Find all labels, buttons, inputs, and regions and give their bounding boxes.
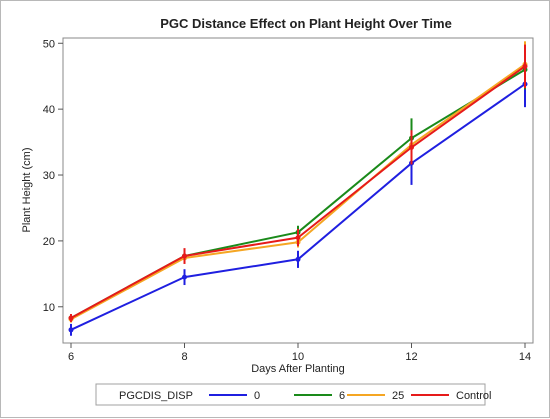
x-tick-label: 14 (519, 351, 531, 363)
series-0 (68, 61, 528, 336)
legend-label-0: 0 (254, 390, 260, 402)
series-6 (68, 49, 528, 322)
x-tick-label: 12 (405, 351, 417, 363)
y-axis-label: Plant Height (cm) (21, 148, 33, 233)
chart-title: PGC Distance Effect on Plant Height Over… (160, 16, 452, 31)
y-tick-label: 50 (43, 38, 55, 50)
x-tick-label: 10 (292, 351, 304, 363)
series-line-control (70, 65, 526, 319)
x-axis-ticks: 6 8 10 12 14 (68, 343, 531, 363)
series-control (68, 44, 528, 322)
data-point-0 (295, 256, 301, 262)
legend-label-25: 25 (392, 390, 404, 402)
y-axis-ticks: 10 20 30 40 50 (43, 38, 63, 314)
y-tick-label: 40 (43, 104, 55, 116)
legend-label-6: 6 (339, 390, 345, 402)
y-tick-label: 30 (43, 170, 55, 182)
data-point-0 (68, 327, 74, 333)
data-point-control (409, 144, 414, 150)
series-line-0 (70, 83, 526, 331)
legend-items: 0 6 25 Control (209, 390, 491, 402)
series-layer (68, 41, 528, 336)
legend-label-control: Control (456, 390, 491, 402)
series-25 (68, 41, 528, 323)
x-tick-label: 8 (181, 351, 187, 363)
data-point-control (68, 315, 74, 321)
legend-box (95, 383, 486, 406)
x-axis-label: Days After Planting (251, 363, 345, 375)
y-tick-label: 10 (43, 302, 55, 314)
data-point-control (295, 235, 301, 241)
data-point-control (522, 63, 528, 69)
y-tick-label: 20 (43, 236, 55, 248)
data-point-0 (182, 274, 187, 280)
x-tick-label: 6 (68, 351, 74, 363)
data-point-control (182, 253, 187, 259)
plot-area-border (62, 37, 534, 344)
legend-title: PGCDIS_DISP (119, 390, 193, 402)
